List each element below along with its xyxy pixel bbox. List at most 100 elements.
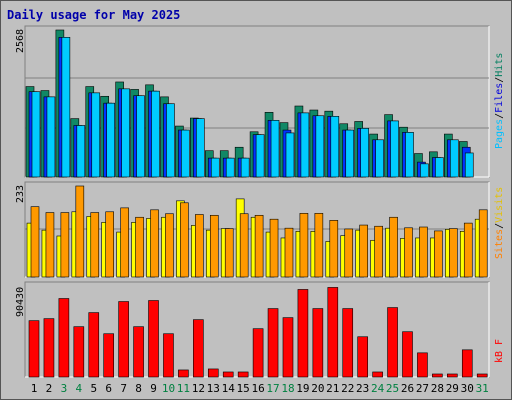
day-label: 12 [191,382,205,395]
kbf-bar [58,298,70,378]
day-label: 4 [75,382,83,395]
sites-bar [449,228,458,278]
sites-bar [389,216,398,278]
kbf-bar [327,287,339,378]
sites-bar [60,212,70,278]
day-label: 10 [161,382,176,395]
pages-bar [450,139,459,178]
day-label: 21 [326,382,340,395]
sites-bar [45,212,55,278]
sites-bar [120,207,129,278]
pages-bar [166,103,175,178]
kbf-bar [297,289,309,378]
pages-bar [106,102,115,178]
kbf-bar [282,317,294,378]
sites-bar [90,212,100,278]
kbf-bar [461,349,473,378]
sites-bar [478,209,488,278]
pages-bar [46,96,56,178]
legend-files: Files [494,82,505,113]
legend-sep: / [494,222,505,229]
legend-bottom: kB F [494,339,505,363]
day-label: 23 [356,382,370,395]
legend-pages: Pages [494,118,505,149]
sites-bar [195,214,204,278]
day-label: 20 [311,382,325,395]
pages-bar [31,91,41,178]
pages-bar [390,120,399,178]
day-label: 5 [90,382,98,395]
pages-bar [196,118,205,178]
day-label: 1 [30,382,38,395]
day-label: 3 [60,382,68,395]
sites-bar [180,202,189,278]
kbf-bar [118,301,129,378]
kbf-bar [73,326,85,378]
kbf-bar [312,308,324,378]
pages-bar [345,129,355,178]
pages-bar [225,157,235,178]
pages-bar [405,132,414,178]
kbf-bar [207,368,219,378]
pages-bar [375,139,384,178]
pages-bar [435,157,444,178]
sites-bar [254,214,264,278]
chart-title: Daily usage for May 2025 [7,8,181,22]
kbf-bar [193,319,204,378]
day-label: 11 [176,382,191,395]
pages-bar [464,152,474,178]
sites-bar [239,213,249,278]
day-label: 24 [370,382,385,395]
pages-bar [91,92,101,178]
kbf-bar [252,328,264,378]
pages-bar [181,129,190,178]
day-label: 18 [281,382,295,395]
kbf-bar [103,333,114,378]
kbf-bar [178,369,189,378]
sites-bar [224,228,234,278]
kbf-bar [148,300,159,378]
day-label: 31 [475,382,489,395]
sites-bar [30,206,40,278]
sites-bar [329,220,339,278]
day-label: 27 [415,382,430,395]
legend-kbf: kB F [494,338,505,363]
sites-bar [404,227,413,278]
day-label: 29 [445,382,459,395]
sites-bar [75,185,85,278]
sites-bar [419,226,428,278]
top-ytick: 2568 [15,28,26,53]
pages-bar [151,90,160,178]
sites-bar [135,216,144,278]
pages-bar [270,120,280,178]
day-label: 9 [150,382,157,395]
sites-bar [284,227,294,278]
sites-bar [269,218,279,278]
pages-bar [76,125,86,178]
day-label: 8 [135,382,142,395]
sites-bar [374,225,383,278]
pages-bar [136,95,145,178]
kbf-bar [432,373,443,378]
pages-bar [210,157,220,178]
legend-sites: Sites [494,228,505,259]
pages-bar [360,128,369,178]
kbf-bar [417,352,428,378]
legend-hits: Hits [494,52,505,77]
sites-bar [359,224,368,278]
day-label: 14 [221,382,235,395]
day-label: 6 [105,382,112,395]
bottom-ytick: 90430 [15,286,26,317]
day-label: 19 [296,382,310,395]
legend-middle: Sites/Visits [494,187,505,259]
kbf-bar [222,371,234,378]
kbf-bar [447,373,458,378]
pages-bar [61,37,71,178]
pages-bar [255,134,265,178]
sites-bar [165,213,174,278]
sites-bar [314,213,324,278]
kbf-bar [28,320,40,378]
kbf-bar [357,336,368,378]
